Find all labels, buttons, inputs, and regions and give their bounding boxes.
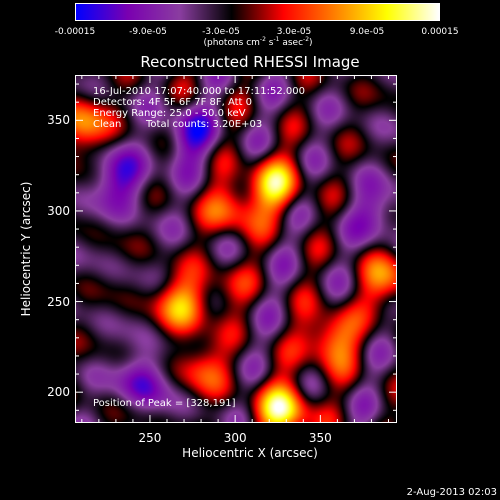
colorbar <box>75 3 440 21</box>
y-tick-label: 250 <box>47 294 70 309</box>
x-tick-label: 250 <box>138 431 162 445</box>
colorbar-tick-label: 0.00015 <box>421 27 459 37</box>
colorbar-tick-label: 3.0e-05 <box>276 27 312 37</box>
y-tick-label: 300 <box>47 203 70 218</box>
colorbar-tick-label: -9.0e-05 <box>129 27 167 37</box>
colorbar-unit-label: (photons cm-2 s-1 asec-2) <box>203 36 313 49</box>
colorbar-tick-label: 9.0e-05 <box>349 27 385 37</box>
info-detectors: Detectors: 4F 5F 6F 7F 8F, Att 0 <box>93 97 253 108</box>
peak-position-label: Position of Peak = [328,191] <box>93 398 236 409</box>
info-energy-range: Energy Range: 25.0 - 50.0 keV <box>93 108 246 119</box>
x-axis-label: Heliocentric X (arcsec) <box>182 446 318 460</box>
colorbar-tick-label: -0.00015 <box>54 27 96 37</box>
info-time-range: 16-Jul-2010 17:07:40.000 to 17:11:52.000 <box>93 86 305 97</box>
info-total-counts: Total counts: 3.20E+03 <box>146 119 263 130</box>
colorbar-tick-label: -3.0e-05 <box>202 27 240 37</box>
plot-area: 16-Jul-2010 17:07:40.000 to 17:11:52.000… <box>75 75 397 423</box>
x-tick-label: 300 <box>223 431 247 445</box>
heatmap-image <box>76 76 396 422</box>
date-stamp: 2-Aug-2013 02:03 <box>406 487 497 498</box>
y-axis-label: Heliocentric Y (arcsec) <box>19 181 33 317</box>
chart-title: Reconstructed RHESSI Image <box>140 53 360 71</box>
y-tick-label: 350 <box>47 113 70 128</box>
y-tick-label: 200 <box>47 385 70 400</box>
info-method: Clean <box>93 119 122 130</box>
x-tick-label: 350 <box>308 431 332 445</box>
